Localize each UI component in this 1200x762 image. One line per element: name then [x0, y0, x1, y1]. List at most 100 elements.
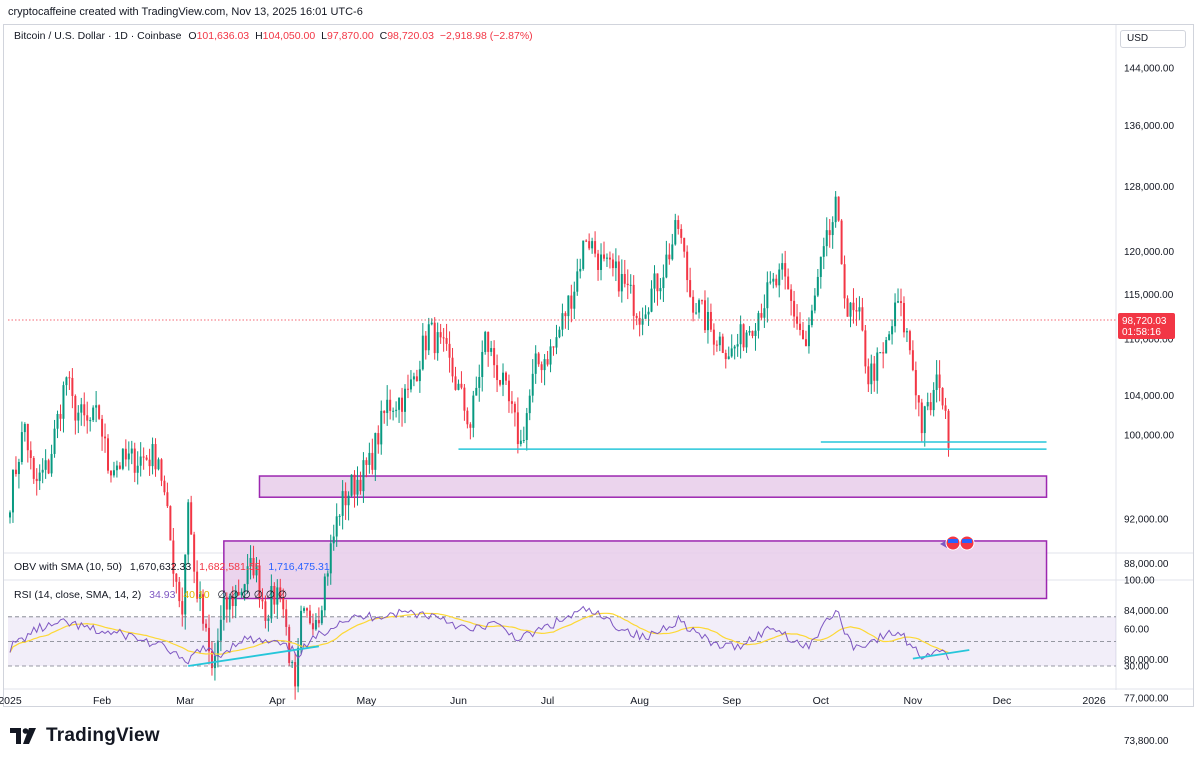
candle: [326, 570, 329, 586]
candle: [270, 574, 273, 623]
candle: [706, 297, 709, 344]
candle: [359, 471, 362, 495]
candle: [623, 259, 626, 288]
rsi-divergence-line-0[interactable]: [188, 645, 320, 667]
candle: [484, 330, 487, 355]
candle: [846, 295, 849, 317]
candle: [65, 376, 68, 396]
candle: [175, 573, 178, 594]
change-value: −2,918.98 (−2.87%): [439, 30, 533, 42]
candle: [329, 534, 332, 585]
candle: [139, 442, 142, 477]
candle: [804, 330, 807, 347]
candle: [460, 371, 463, 390]
candle: [582, 240, 585, 271]
candle: [294, 652, 297, 700]
candle: [703, 290, 706, 333]
candle: [751, 330, 754, 339]
candle: [603, 241, 605, 262]
candle: [641, 307, 644, 336]
event-flag-icons[interactable]: [940, 535, 975, 551]
candle: [121, 448, 124, 471]
candle: [457, 379, 460, 391]
time-tick-0: 2025: [0, 695, 22, 707]
candle: [303, 606, 306, 614]
candle: [680, 224, 683, 244]
candle: [207, 614, 210, 665]
candle: [807, 317, 810, 354]
rsi-divergence-line-1[interactable]: [912, 649, 970, 660]
last-price-value: 98,720.03: [1122, 316, 1167, 327]
candle: [196, 560, 199, 603]
candle: [335, 503, 338, 547]
candle: [864, 325, 867, 374]
candle: [555, 324, 558, 355]
obv-value: 1,670,632.33: [129, 561, 192, 573]
rsi-legend[interactable]: RSI (14, close, SMA, 14, 2) 34.93 40.10 …: [14, 589, 287, 601]
candle: [282, 588, 285, 618]
candle: [499, 379, 502, 387]
candle: [341, 480, 344, 530]
candle: [89, 417, 92, 432]
candle: [101, 414, 104, 451]
obv-legend[interactable]: OBV with SMA (10, 50) 1,670,632.33 1,682…: [14, 561, 330, 573]
candle: [17, 458, 20, 489]
candle: [356, 466, 359, 506]
candle: [406, 374, 409, 399]
candle: [730, 334, 733, 358]
candle: [267, 614, 270, 632]
candle: [715, 340, 718, 352]
candle: [739, 315, 742, 359]
candle: [879, 351, 882, 354]
candle: [647, 307, 650, 326]
candle: [828, 219, 831, 248]
tradingview-logo[interactable]: TradingView: [10, 725, 160, 747]
candle: [445, 323, 448, 351]
symbol-legend[interactable]: Bitcoin / U.S. Dollar · 1D · Coinbase O1…: [14, 30, 533, 42]
candle: [600, 243, 603, 281]
candle: [522, 426, 525, 444]
time-tick-2: Mar: [176, 695, 195, 707]
candle: [193, 531, 196, 584]
candle: [418, 360, 421, 393]
candle: [549, 339, 552, 373]
candle: [614, 248, 617, 282]
candle: [843, 255, 846, 309]
candle: [371, 438, 374, 475]
candle: [885, 336, 888, 354]
price-tick-10: 84,000.00: [1124, 606, 1169, 617]
candle: [576, 258, 579, 296]
high-value: 104,050.00: [262, 30, 316, 42]
candle: [368, 442, 371, 474]
chart-frame: [3, 24, 1194, 707]
candle: [98, 404, 101, 421]
currency-selector[interactable]: USD: [1120, 30, 1186, 48]
candle: [608, 251, 611, 269]
candle: [451, 347, 454, 383]
candle: [944, 397, 947, 420]
candle: [344, 482, 347, 520]
symbol-name: Bitcoin / U.S. Dollar · 1D · Coinbase: [14, 30, 182, 42]
rsi-tick-2: 30.00: [1124, 662, 1149, 673]
candle: [917, 395, 920, 417]
demand-zone-1[interactable]: [223, 540, 1048, 600]
candle: [92, 405, 95, 422]
candle: [142, 447, 145, 470]
candle: [472, 390, 475, 438]
demand-zone-0[interactable]: [258, 475, 1048, 498]
candle: [727, 346, 730, 360]
candle: [255, 557, 258, 583]
candle: [276, 579, 279, 619]
candle: [252, 545, 255, 579]
candle: [47, 458, 50, 475]
price-tick-5: 110,000.00: [1124, 335, 1174, 346]
candle: [908, 329, 911, 355]
rsi-title: RSI (14, close, SMA, 14, 2): [14, 589, 142, 601]
candle: [567, 295, 570, 330]
candle: [86, 401, 89, 434]
obv-title: OBV with SMA (10, 50): [14, 561, 122, 573]
candle: [709, 303, 712, 333]
candle: [757, 310, 760, 339]
price-tick-6: 104,000.00: [1124, 391, 1174, 402]
